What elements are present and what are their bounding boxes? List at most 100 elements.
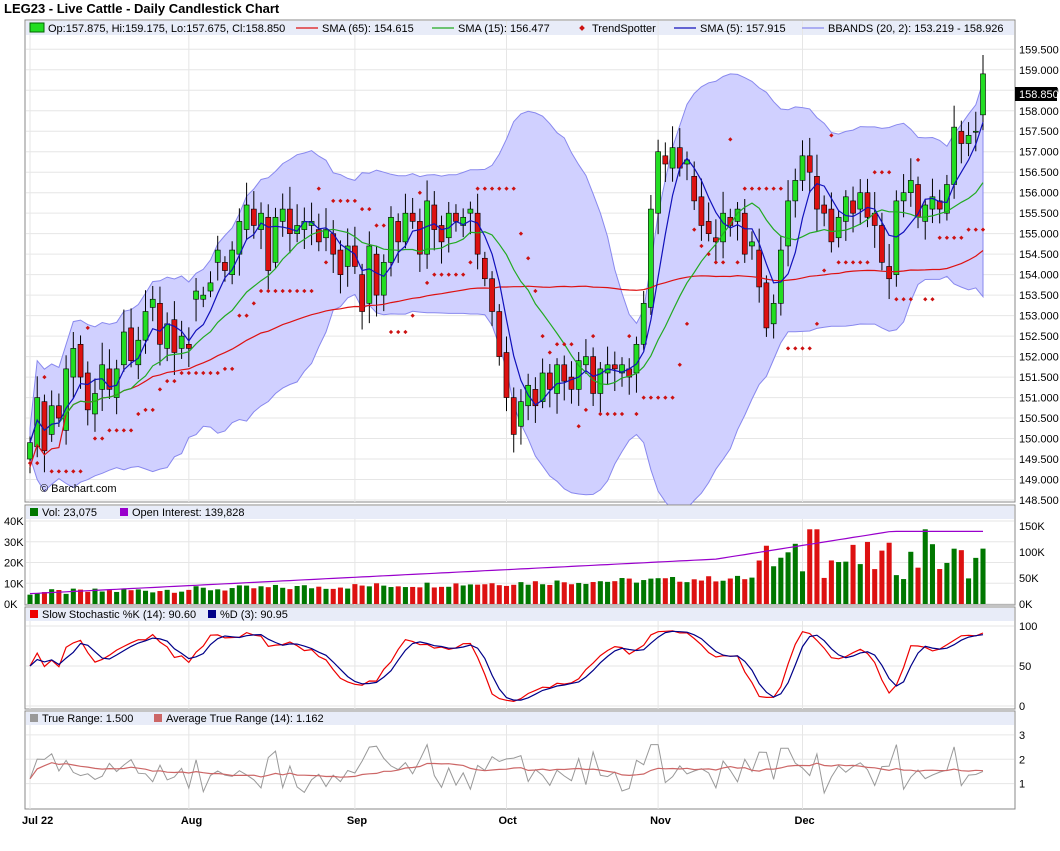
candle <box>698 178 705 241</box>
candle-body <box>482 257 488 280</box>
stoch-k-legend: Slow Stochastic %K (14): 90.60 <box>42 609 196 621</box>
trendspotter-dot <box>655 395 661 400</box>
candle-body <box>879 225 885 263</box>
candle-body <box>669 147 676 169</box>
candle-body <box>294 225 300 234</box>
trendspotter-dot <box>699 243 704 249</box>
price-tick-label: 157.500 <box>1019 126 1059 138</box>
oi-legend: Open Interest: 139,828 <box>132 507 245 519</box>
volume-bar <box>583 583 589 604</box>
volume-bar <box>691 579 697 604</box>
trendspotter-dot <box>475 186 480 191</box>
candle-body <box>850 200 856 214</box>
month-label: Nov <box>650 815 672 827</box>
candle <box>250 191 257 239</box>
candle <box>503 336 510 412</box>
candle-body <box>785 200 791 247</box>
volume-bar <box>280 587 286 604</box>
trendspotter-dot <box>547 350 552 355</box>
sma15-line <box>29 182 984 443</box>
candle-body <box>763 282 770 329</box>
volume-bar <box>619 578 625 604</box>
candle-body <box>648 208 654 308</box>
trendspotter-legend-swatch <box>579 25 585 31</box>
trendspotter-dot <box>128 428 134 433</box>
volume-bar <box>99 591 105 604</box>
candle-body <box>445 212 452 239</box>
candle <box>568 361 575 404</box>
volume-bar <box>554 580 560 604</box>
price-tick-label: 152.000 <box>1019 352 1059 364</box>
oi-legend-swatch <box>120 508 128 516</box>
tr-panel-frame <box>24 710 1016 810</box>
candle-body <box>193 290 199 300</box>
candle-body <box>265 216 272 271</box>
volume-bar <box>287 589 293 604</box>
price-tick-label: 156.000 <box>1019 188 1059 200</box>
candle <box>48 390 55 442</box>
volume-bar <box>265 587 271 604</box>
candle-body <box>799 155 806 181</box>
bollinger-band-fill <box>29 73 984 512</box>
trendspotter-dot <box>973 227 978 232</box>
candle <box>936 189 943 224</box>
trendspotter-dot <box>850 260 856 265</box>
candle-body <box>619 364 625 374</box>
volume-bar <box>164 589 170 604</box>
candle-body <box>70 348 77 378</box>
candle-body <box>142 311 149 341</box>
volume-bar <box>258 586 264 604</box>
candle <box>84 361 91 426</box>
volume-bar <box>207 590 214 604</box>
candle <box>756 228 763 303</box>
volume-bar <box>215 589 221 604</box>
trendspotter-dot <box>424 280 430 285</box>
candle <box>460 208 467 238</box>
trendspotter-dot <box>403 329 408 335</box>
stoch-tick: 0 <box>1019 701 1025 713</box>
tr-legend-bar <box>26 712 1014 725</box>
candle <box>344 228 351 287</box>
trendspotter-dot <box>432 272 437 277</box>
candle <box>597 362 604 416</box>
volume-bar <box>756 560 762 604</box>
candle <box>193 278 199 322</box>
candle-body <box>662 155 669 165</box>
candle-body <box>171 319 178 353</box>
candle <box>835 210 842 248</box>
trendspotter-dot <box>619 411 625 417</box>
trendspotter-dot <box>504 186 509 191</box>
tr-tick: 2 <box>1019 754 1025 766</box>
trendspotter-dot <box>410 313 415 318</box>
candle-body <box>453 212 459 222</box>
candle <box>655 139 661 235</box>
volume-bar <box>864 541 871 604</box>
price-tick-label: 151.000 <box>1019 393 1059 405</box>
candle <box>583 339 589 374</box>
volume-bar <box>879 550 885 604</box>
volume-bar <box>590 582 596 604</box>
trendspotter-dot <box>944 235 950 240</box>
volume-bar <box>121 589 127 604</box>
candle-body <box>929 196 936 210</box>
volume-bar <box>482 584 488 604</box>
trendspotter-dot <box>280 288 285 294</box>
candle <box>214 235 221 281</box>
volume-bar <box>799 571 806 604</box>
volume-bar <box>605 581 611 604</box>
volume-bar <box>958 550 964 604</box>
trendspotter-dot <box>526 256 531 261</box>
trendspotter-dot <box>323 260 329 265</box>
trendspotter-dot <box>446 272 451 277</box>
candle-body <box>749 241 755 247</box>
volume-bar <box>27 594 33 604</box>
volume-bar <box>713 581 719 604</box>
candle-body <box>907 180 914 193</box>
trendspotter-dot <box>713 260 718 265</box>
trendspotter-dot <box>887 170 892 175</box>
candle <box>157 286 163 366</box>
atr-line <box>29 762 984 780</box>
candle-body <box>561 364 568 382</box>
volume-bar <box>532 581 538 604</box>
volume-bar <box>792 543 798 604</box>
